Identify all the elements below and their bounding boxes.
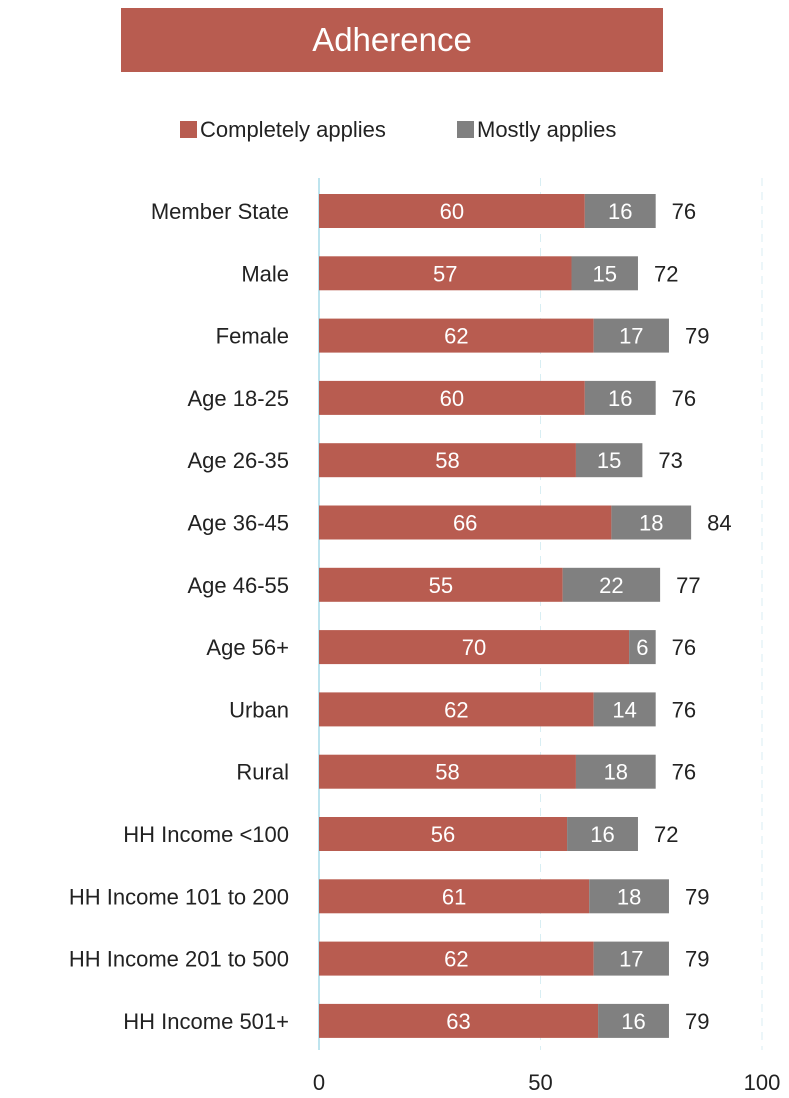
bar-value-label: 60 [440,386,464,411]
bar-mostly [593,318,669,353]
bar-value-label: 55 [429,573,453,598]
category-label: Rural [236,760,289,785]
bar-completely [319,505,612,540]
bar-value-label: 58 [435,760,459,785]
bar-value-label: 62 [444,324,468,349]
total-label: 76 [672,386,696,411]
total-label: 76 [672,697,696,722]
bar-value-label: 61 [442,884,466,909]
bar-value-label: 62 [444,697,468,722]
bar-completely [319,754,576,789]
bar-value-label: 15 [597,448,621,473]
bar-mostly [598,1003,669,1038]
bar-completely [319,256,572,291]
bar-completely [319,692,594,727]
category-label: HH Income 201 to 500 [69,947,289,972]
bar-value-label: 60 [440,199,464,224]
category-label: Age 18-25 [187,386,289,411]
bar-mostly [584,380,656,415]
bar-mostly [611,505,692,540]
bar-mostly [593,941,669,976]
bar-value-label: 63 [446,1009,470,1034]
bar-completely [319,941,594,976]
bar-mostly [589,879,669,914]
bar-value-label: 57 [433,261,457,286]
category-label: Age 56+ [206,635,289,660]
bar-mostly [562,567,661,602]
bar-completely [319,630,630,665]
bar-mostly [593,692,656,727]
bar-value-label: 18 [639,511,663,536]
legend-swatch-1 [457,121,474,138]
category-label: HH Income 101 to 200 [69,884,289,909]
bar-mostly [629,630,656,665]
bar-value-label: 56 [431,822,455,847]
bar-value-label: 16 [590,822,614,847]
category-label: Age 36-45 [187,511,289,536]
total-label: 79 [685,1009,709,1034]
bar-completely [319,1003,599,1038]
category-label: Member State [151,199,289,224]
bar-value-label: 58 [435,448,459,473]
total-label: 79 [685,884,709,909]
chart-title: Adherence [121,8,663,72]
total-label: 79 [685,947,709,972]
category-label: Female [216,324,289,349]
bar-value-label: 15 [592,261,616,286]
bar-mostly [571,256,638,291]
bar-mostly [575,443,643,478]
bar-mostly [584,194,656,228]
x-tick-label: 0 [313,1070,325,1095]
category-label: Age 26-35 [187,448,289,473]
category-label: Urban [229,697,289,722]
bar-value-label: 18 [604,760,628,785]
bar-mostly [567,817,638,851]
bar-value-label: 22 [599,573,623,598]
bar-value-label: 62 [444,947,468,972]
total-label: 76 [672,760,696,785]
legend-label-0: Completely applies [200,117,386,142]
bar-completely [319,194,585,228]
total-label: 72 [654,261,678,286]
legend-label-1: Mostly applies [477,117,616,142]
x-tick-label: 100 [744,1070,781,1095]
bar-completely [319,318,594,353]
bar-completely [319,817,568,851]
bar-value-label: 16 [608,199,632,224]
bar-mostly [575,754,656,789]
bar-value-label: 66 [453,511,477,536]
bar-value-label: 70 [462,635,486,660]
total-label: 79 [685,324,709,349]
category-label: HH Income 501+ [123,1009,289,1034]
bar-value-label: 6 [636,635,648,660]
total-label: 84 [707,511,731,536]
bar-value-label: 17 [619,324,643,349]
category-label: Age 46-55 [187,573,289,598]
bar-completely [319,443,576,478]
total-label: 77 [676,573,700,598]
bar-completely [319,567,563,602]
total-label: 72 [654,822,678,847]
bar-value-label: 14 [612,697,636,722]
x-tick-label: 50 [528,1070,552,1095]
total-label: 73 [658,448,682,473]
bar-value-label: 16 [608,386,632,411]
bar-completely [319,879,590,914]
bar-completely [319,380,585,415]
bar-value-label: 17 [619,947,643,972]
bar-value-label: 18 [617,884,641,909]
category-label: Male [241,261,289,286]
legend-swatch-0 [180,121,197,138]
total-label: 76 [672,199,696,224]
category-label: HH Income <100 [123,822,289,847]
total-label: 76 [672,635,696,660]
bar-value-label: 16 [621,1009,645,1034]
